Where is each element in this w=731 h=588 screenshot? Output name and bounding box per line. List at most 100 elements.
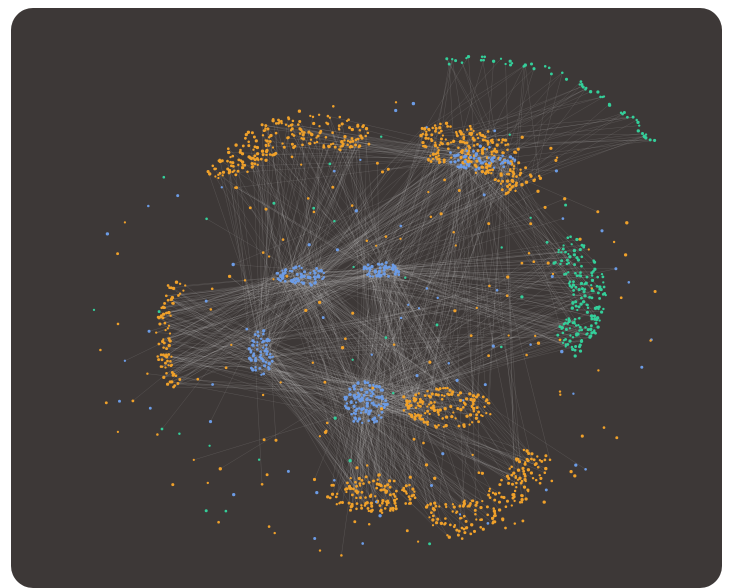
graph-node[interactable] [264,159,267,162]
graph-node[interactable] [419,398,422,401]
graph-node[interactable] [162,376,165,379]
graph-node[interactable] [436,409,439,412]
graph-node[interactable] [211,383,214,386]
graph-node[interactable] [271,360,274,363]
graph-node[interactable] [261,483,264,486]
graph-node[interactable] [534,335,536,337]
graph-node[interactable] [487,130,490,133]
graph-node[interactable] [574,300,577,303]
graph-node[interactable] [230,344,232,346]
graph-node[interactable] [527,468,530,471]
graph-node[interactable] [493,129,496,132]
graph-node[interactable] [291,143,294,146]
graph-node[interactable] [580,340,583,343]
graph-node[interactable] [370,505,373,508]
graph-node[interactable] [522,65,525,68]
graph-node[interactable] [536,190,539,193]
graph-node[interactable] [459,399,462,402]
graph-node[interactable] [117,323,120,326]
graph-node[interactable] [404,277,406,279]
graph-node[interactable] [352,359,354,361]
graph-node[interactable] [504,139,507,142]
graph-node[interactable] [626,116,629,119]
graph-node[interactable] [177,294,180,297]
graph-node[interactable] [251,368,254,371]
graph-node[interactable] [440,130,443,133]
graph-node[interactable] [233,170,235,172]
graph-node[interactable] [603,426,606,429]
graph-node[interactable] [230,164,233,167]
graph-node[interactable] [415,414,418,417]
graph-node[interactable] [441,452,444,455]
graph-node[interactable] [476,133,478,135]
graph-node[interactable] [212,165,215,168]
graph-node[interactable] [585,87,588,90]
graph-node[interactable] [561,72,564,75]
graph-node[interactable] [578,305,581,308]
graph-node[interactable] [262,153,265,156]
graph-node[interactable] [481,500,483,502]
graph-node[interactable] [384,399,387,402]
graph-node[interactable] [170,355,172,357]
graph-node[interactable] [492,507,495,510]
graph-node[interactable] [363,268,365,270]
graph-node[interactable] [349,140,352,143]
graph-node[interactable] [450,415,453,418]
graph-node[interactable] [339,145,341,147]
graph-node[interactable] [333,220,336,223]
graph-node[interactable] [361,479,364,482]
graph-node[interactable] [439,408,442,411]
graph-node[interactable] [415,406,418,409]
graph-node[interactable] [375,487,378,490]
graph-node[interactable] [338,148,340,150]
graph-node[interactable] [513,165,515,167]
graph-node[interactable] [466,163,469,166]
graph-node[interactable] [482,395,485,398]
graph-node[interactable] [569,470,572,473]
graph-node[interactable] [544,471,547,474]
graph-node[interactable] [457,153,460,156]
graph-node[interactable] [455,244,457,246]
graph-node[interactable] [532,477,534,479]
graph-node[interactable] [167,327,169,329]
graph-node[interactable] [580,265,583,268]
graph-node[interactable] [435,156,438,159]
graph-node[interactable] [464,142,467,145]
graph-node[interactable] [348,502,351,505]
graph-node[interactable] [354,481,357,484]
graph-node[interactable] [544,459,547,462]
graph-node[interactable] [469,156,472,159]
graph-node[interactable] [358,482,361,485]
graph-node[interactable] [513,168,515,170]
graph-node[interactable] [168,325,170,327]
graph-node[interactable] [472,130,474,132]
graph-node[interactable] [493,509,496,512]
graph-node[interactable] [469,533,472,536]
graph-node[interactable] [313,478,316,481]
graph-node[interactable] [564,322,566,324]
graph-node[interactable] [522,470,525,473]
graph-node[interactable] [481,150,484,153]
graph-node[interactable] [157,358,160,361]
graph-node[interactable] [258,459,260,461]
graph-node[interactable] [205,509,208,512]
graph-node[interactable] [483,55,486,58]
graph-node[interactable] [378,514,381,517]
graph-node[interactable] [239,149,242,152]
graph-node[interactable] [386,499,389,502]
graph-node[interactable] [366,239,369,242]
graph-node[interactable] [590,284,592,286]
graph-node[interactable] [628,281,631,284]
graph-node[interactable] [487,222,490,225]
graph-node[interactable] [274,532,276,534]
graph-node[interactable] [559,339,562,342]
graph-node[interactable] [268,339,271,342]
graph-node[interactable] [502,496,505,499]
graph-node[interactable] [501,519,504,522]
graph-node[interactable] [106,232,109,235]
graph-node[interactable] [568,255,571,258]
graph-node[interactable] [512,493,515,496]
graph-node[interactable] [234,186,237,189]
graph-node[interactable] [465,520,468,523]
graph-node[interactable] [635,119,637,121]
